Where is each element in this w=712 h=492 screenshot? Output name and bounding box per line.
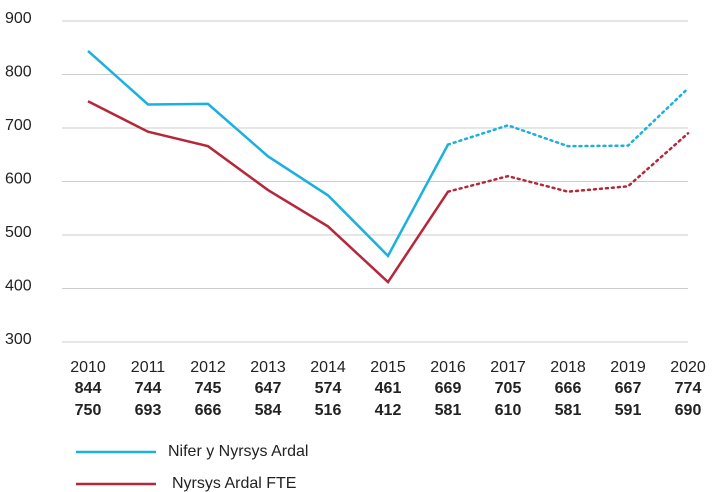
y-tick-label: 900 [5, 10, 32, 27]
table-value: 669 [435, 380, 462, 397]
x-tick-label: 2017 [490, 359, 526, 376]
x-tick-label: 2014 [310, 359, 346, 376]
table-value: 516 [315, 402, 342, 419]
series-line-dotted [446, 132, 690, 193]
y-tick-label: 500 [5, 224, 32, 241]
table-value: 667 [615, 380, 642, 397]
table-value: 591 [615, 402, 642, 419]
y-tick-label: 400 [5, 278, 32, 295]
legend-label: Nyrsys Ardal FTE [172, 475, 296, 492]
series-line [87, 100, 450, 284]
legend-label: Nifer y Nyrsys Ardal [168, 443, 308, 460]
table-value: 584 [255, 402, 282, 419]
x-tick-label: 2012 [190, 359, 226, 376]
x-tick-label: 2010 [70, 359, 106, 376]
table-value: 774 [675, 380, 702, 397]
x-tick-label: 2016 [430, 359, 466, 376]
table-value: 844 [75, 380, 102, 397]
table-value: 461 [375, 380, 402, 397]
y-tick-label: 700 [5, 117, 32, 134]
y-tick-label: 800 [5, 64, 32, 81]
table-value: 693 [135, 402, 162, 419]
table-value: 690 [675, 402, 702, 419]
x-tick-label: 2018 [550, 359, 586, 376]
y-tick-label: 600 [5, 171, 32, 188]
table-value: 574 [315, 380, 342, 397]
table-value: 750 [75, 402, 102, 419]
table-value: 666 [195, 402, 222, 419]
series-line-dotted [446, 87, 690, 148]
x-tick-label: 2020 [670, 359, 706, 376]
table-value: 581 [555, 402, 582, 419]
table-value: 412 [375, 402, 402, 419]
x-tick-label: 2011 [131, 359, 166, 376]
table-value: 647 [255, 380, 282, 397]
y-tick-label: 300 [5, 331, 32, 348]
table-value: 610 [495, 402, 522, 419]
table-value: 666 [555, 380, 582, 397]
x-tick-label: 2013 [250, 359, 286, 376]
x-tick-label: 2015 [370, 359, 406, 376]
table-value: 705 [495, 380, 522, 397]
table-value: 744 [135, 380, 162, 397]
x-tick-label: 2019 [610, 359, 646, 376]
table-value: 745 [195, 380, 222, 397]
table-value: 581 [435, 402, 462, 419]
series-line [87, 50, 450, 258]
